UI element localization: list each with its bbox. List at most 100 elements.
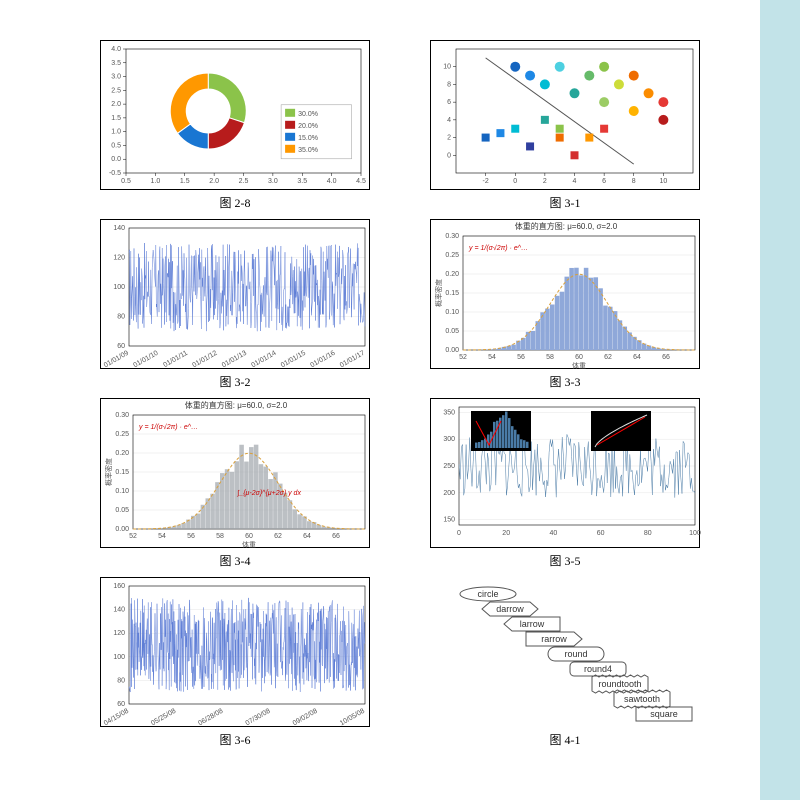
svg-text:01/01/17: 01/01/17: [339, 350, 366, 370]
svg-text:larrow: larrow: [520, 619, 545, 629]
svg-text:35.0%: 35.0%: [298, 147, 318, 154]
svg-text:150: 150: [443, 517, 455, 524]
svg-text:58: 58: [216, 533, 224, 540]
cell-3-2: 608010012014001/01/0901/01/1001/01/1101/…: [90, 219, 380, 390]
svg-text:60: 60: [597, 530, 605, 537]
svg-text:∫_{μ-2σ}^{μ+2σ} y dx: ∫_{μ-2σ}^{μ+2σ} y dx: [236, 490, 301, 497]
figure-3-4: 体重的直方图: μ=60.0, σ=2.0 0.00 0.05 0.10 0.15 0.2…: [100, 398, 370, 548]
svg-text:体重的直方图: μ=60.0, σ=2.0: 体重的直方图: μ=60.0, σ=2.0: [185, 400, 288, 410]
svg-text:01/01/16: 01/01/16: [309, 350, 336, 370]
svg-text:-0.5: -0.5: [109, 170, 121, 177]
svg-text:4: 4: [447, 117, 451, 124]
svg-text:3.5: 3.5: [111, 60, 121, 67]
cell-3-3: 体重的直方图: μ=60.0, σ=2.00.000.050.100.150.2…: [420, 219, 710, 390]
caption-4-1: 图 4-1: [550, 731, 581, 748]
svg-text:40: 40: [550, 530, 558, 537]
cell-3-1: -202468100246810 图 3-1: [420, 40, 710, 211]
svg-text:4: 4: [573, 178, 577, 185]
svg-text:52: 52: [129, 533, 137, 540]
svg-text:01/01/11: 01/01/11: [162, 350, 189, 369]
svg-text:300: 300: [443, 436, 455, 443]
svg-text:3.0: 3.0: [111, 74, 121, 81]
svg-text:1.0: 1.0: [111, 129, 121, 136]
cell-3-5: 150200250300350020406080100 图 3-5: [420, 398, 710, 569]
svg-text:2.5: 2.5: [111, 87, 121, 94]
svg-text:0.25: 0.25: [445, 252, 459, 259]
svg-text:8: 8: [632, 178, 636, 185]
svg-text:round4: round4: [584, 664, 612, 674]
svg-text:01/01/15: 01/01/15: [280, 350, 307, 370]
svg-text:0.10: 0.10: [115, 488, 129, 495]
svg-text:54: 54: [488, 354, 496, 361]
svg-text:y = 1/(σ√2π) · e^…: y = 1/(σ√2π) · e^…: [138, 423, 198, 431]
svg-text:140: 140: [113, 225, 125, 232]
svg-text:0: 0: [457, 530, 461, 537]
svg-text:01/01/10: 01/01/10: [132, 350, 159, 370]
svg-text:0.15: 0.15: [115, 469, 129, 476]
svg-text:120: 120: [113, 255, 125, 262]
figure-4-1: circledarrowlarrowrarrowroundround4round…: [430, 577, 700, 727]
svg-text:0.00: 0.00: [115, 526, 129, 533]
svg-text:56: 56: [517, 354, 525, 361]
svg-text:0.05: 0.05: [115, 507, 129, 514]
svg-text:2.0: 2.0: [111, 101, 121, 108]
svg-text:60: 60: [117, 343, 125, 350]
caption-2-8: 图 2-8: [220, 194, 251, 211]
svg-text:0.5: 0.5: [111, 142, 121, 149]
svg-text:250: 250: [443, 463, 455, 470]
svg-text:1.5: 1.5: [111, 115, 121, 122]
svg-text:y = 1/(σ√2π) · e^…: y = 1/(σ√2π) · e^…: [468, 244, 528, 252]
svg-text:06/28/08: 06/28/08: [197, 708, 224, 728]
svg-text:2: 2: [543, 178, 547, 185]
svg-text:circle: circle: [477, 589, 498, 599]
cell-3-6: 608010012014016004/15/0805/25/0806/28/08…: [90, 577, 380, 748]
svg-text:10: 10: [443, 64, 451, 71]
svg-text:140: 140: [113, 607, 125, 614]
svg-text:-2: -2: [483, 178, 489, 185]
svg-text:04/15/08: 04/15/08: [103, 708, 130, 728]
cell-4-1: circledarrowlarrowrarrowroundround4round…: [420, 577, 710, 748]
figure-3-1: -202468100246810: [430, 40, 700, 190]
svg-text:120: 120: [113, 630, 125, 637]
figure-grid: 0.51.01.52.02.53.03.54.04.5-0.50.00.51.0…: [90, 40, 710, 748]
svg-text:sawtooth: sawtooth: [624, 694, 660, 704]
svg-text:4.0: 4.0: [327, 178, 337, 185]
svg-text:10: 10: [659, 178, 667, 185]
svg-text:0.30: 0.30: [445, 233, 459, 240]
svg-text:3.0: 3.0: [268, 178, 278, 185]
svg-text:60: 60: [575, 354, 583, 361]
svg-text:30.0%: 30.0%: [298, 111, 318, 118]
svg-text:20: 20: [502, 530, 510, 537]
svg-text:0.25: 0.25: [115, 431, 129, 438]
caption-3-5: 图 3-5: [550, 552, 581, 569]
svg-text:10/05/08: 10/05/08: [339, 708, 366, 728]
svg-text:64: 64: [303, 533, 311, 540]
svg-text:0: 0: [513, 178, 517, 185]
svg-text:0.20: 0.20: [115, 450, 129, 457]
svg-text:1.5: 1.5: [180, 178, 190, 185]
svg-text:09/02/08: 09/02/08: [292, 708, 319, 728]
svg-text:2.0: 2.0: [209, 178, 219, 185]
svg-text:3.5: 3.5: [297, 178, 307, 185]
svg-text:0: 0: [447, 152, 451, 159]
svg-text:80: 80: [117, 314, 125, 321]
svg-text:0.00: 0.00: [445, 347, 459, 354]
caption-3-4: 图 3-4: [220, 552, 251, 569]
svg-text:4.5: 4.5: [356, 178, 366, 185]
svg-text:62: 62: [274, 533, 282, 540]
svg-text:52: 52: [459, 354, 467, 361]
svg-text:01/01/13: 01/01/13: [221, 350, 248, 370]
svg-text:100: 100: [113, 284, 125, 291]
svg-text:07/30/08: 07/30/08: [245, 708, 272, 728]
svg-text:100: 100: [113, 654, 125, 661]
svg-text:62: 62: [604, 354, 612, 361]
svg-text:体重: 体重: [572, 361, 586, 370]
svg-text:rarrow: rarrow: [541, 634, 567, 644]
caption-3-3: 图 3-3: [550, 373, 581, 390]
svg-text:roundtooth: roundtooth: [598, 679, 641, 689]
cell-3-4: 体重的直方图: μ=60.0, σ=2.0 0.00 0.05 0.10 0.15 0.2…: [90, 398, 380, 569]
figure-3-2: 608010012014001/01/0901/01/1001/01/1101/…: [100, 219, 370, 369]
caption-3-1: 图 3-1: [550, 194, 581, 211]
caption-3-6: 图 3-6: [220, 731, 251, 748]
svg-text:体重: 体重: [242, 540, 256, 549]
